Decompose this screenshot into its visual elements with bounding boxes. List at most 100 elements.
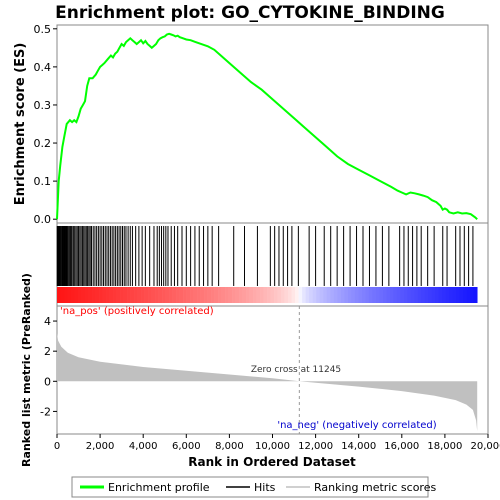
- color-band-segment: [302, 287, 306, 303]
- color-band-segment: [309, 287, 313, 303]
- color-band-segment: [393, 287, 397, 303]
- color-band-segment: [466, 287, 471, 303]
- legend-label-ranking-metric: Ranking metric scores: [314, 481, 436, 494]
- legend-label-hits: Hits: [254, 481, 276, 494]
- rank-panel: 4 2 0 -2 0 2,000 4,000 6,000 8,000 10,000 12,000 1…: [20, 273, 500, 469]
- color-band-segment: [162, 287, 166, 303]
- rank-x-ticks: 0 2,000 4,000 6,000 8,000 10,000 12,000 14,000 1…: [54, 434, 500, 452]
- color-band-segment: [379, 287, 383, 303]
- color-band-segment: [85, 287, 89, 303]
- color-band-segment: [225, 287, 229, 303]
- es-y-tick-label: 0.1: [34, 175, 52, 188]
- rank-x-tick-label: 14,000: [341, 441, 376, 452]
- color-band-segment: [81, 287, 86, 303]
- color-band-segment: [319, 287, 324, 303]
- rank-x-tick-label: 8,000: [215, 441, 244, 452]
- color-band-segment: [60, 287, 65, 303]
- color-band-segment: [270, 287, 275, 303]
- rank-x-tick-label: 4,000: [129, 441, 158, 452]
- positive-correlation-label: 'na_pos' (positively correlated): [60, 306, 214, 317]
- color-band-segment: [375, 287, 380, 303]
- color-band-segment: [99, 287, 103, 303]
- color-band-segment: [323, 287, 327, 303]
- color-band-segment: [116, 287, 121, 303]
- color-band-segment: [452, 287, 457, 303]
- color-band-segment: [148, 287, 152, 303]
- color-band-segment: [431, 287, 436, 303]
- color-band-segment: [134, 287, 138, 303]
- es-y-tick-label: 0.4: [34, 61, 52, 74]
- color-band-segment: [235, 287, 240, 303]
- color-band-segment: [428, 287, 433, 303]
- color-band-segment: [211, 287, 215, 303]
- color-band-segment: [305, 287, 310, 303]
- color-band-segment: [242, 287, 247, 303]
- color-band-segment: [358, 287, 362, 303]
- color-band-segment: [106, 287, 110, 303]
- es-panel-frame: [56, 24, 489, 224]
- rank-y-tick-label: 4: [44, 315, 51, 328]
- color-band-segment: [151, 287, 156, 303]
- color-band-segment: [246, 287, 250, 303]
- es-y-ticks: 0.0 0.1 0.2 0.3 0.4 0.5: [34, 23, 57, 226]
- rank-x-tick-label: 2,000: [86, 441, 115, 452]
- legend: Enrichment profile Hits Ranking metric s…: [71, 476, 436, 498]
- color-band-segment: [249, 287, 254, 303]
- color-band-segment: [207, 287, 212, 303]
- es-y-axis-label: Enrichment score (ES): [13, 43, 28, 206]
- es-y-tick-label: 0.5: [34, 23, 52, 36]
- color-band-segment: [463, 287, 468, 303]
- color-band-segment: [67, 287, 72, 303]
- color-band-segment: [78, 287, 82, 303]
- color-band-segment: [361, 287, 366, 303]
- es-y-tick-label: 0.2: [34, 137, 52, 150]
- color-band-segment: [291, 287, 296, 303]
- color-band-segment: [123, 287, 128, 303]
- color-band-segment: [372, 287, 376, 303]
- color-band-segment: [284, 287, 289, 303]
- color-band-segment: [179, 287, 184, 303]
- color-band-segment: [445, 287, 450, 303]
- color-band-segment: [130, 287, 135, 303]
- color-band-segment: [330, 287, 334, 303]
- color-band-segment: [351, 287, 355, 303]
- color-band-segment: [326, 287, 331, 303]
- color-band-segment: [449, 287, 454, 303]
- color-band-segment: [221, 287, 226, 303]
- color-band-segment: [277, 287, 282, 303]
- rank-x-tick-label: 12,000: [298, 441, 333, 452]
- color-band-segment: [57, 287, 61, 303]
- color-band-segment: [354, 287, 359, 303]
- rank-y-tick-label: 0: [44, 375, 51, 388]
- color-band-segment: [288, 287, 292, 303]
- color-band-segment: [200, 287, 205, 303]
- color-band-segment: [473, 287, 478, 303]
- rank-x-tick-label: 18,000: [427, 441, 462, 452]
- rank-x-tick-label: 20,000: [471, 441, 500, 452]
- color-band-segment: [333, 287, 338, 303]
- hit-marks: [56, 226, 474, 286]
- color-band-segment: [158, 287, 163, 303]
- color-band-segment: [459, 287, 464, 303]
- color-band-segment: [340, 287, 345, 303]
- color-band-segment: [410, 287, 415, 303]
- color-band-segment: [71, 287, 75, 303]
- color-band-segment: [120, 287, 124, 303]
- legend-label-enrichment-profile: Enrichment profile: [108, 481, 210, 494]
- color-band-segment: [316, 287, 320, 303]
- color-band-segment: [295, 287, 299, 303]
- color-band-segment: [218, 287, 222, 303]
- rank-y-tick-label: 2: [44, 345, 51, 358]
- color-band-segment: [95, 287, 100, 303]
- color-band-segment: [88, 287, 93, 303]
- color-band-segment: [137, 287, 142, 303]
- color-band-segment: [414, 287, 418, 303]
- color-band-segment: [141, 287, 145, 303]
- color-band-segment: [74, 287, 79, 303]
- color-band-segment: [232, 287, 236, 303]
- color-band-segment: [424, 287, 429, 303]
- color-band-segment: [92, 287, 96, 303]
- negative-correlation-label: 'na_neg' (negatively correlated): [277, 420, 436, 431]
- ranking-color-band: [57, 287, 478, 303]
- color-band-segment: [400, 287, 404, 303]
